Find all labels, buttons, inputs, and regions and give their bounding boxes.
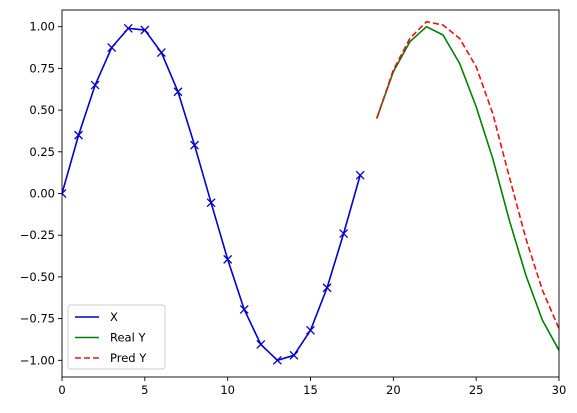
y-tick-label: −0.75 <box>20 312 55 326</box>
data-point-x <box>322 283 332 293</box>
y-tick-label: 0.25 <box>29 145 55 159</box>
data-point-x <box>256 340 266 349</box>
data-point-x <box>107 43 117 52</box>
y-tick-label: −0.25 <box>20 228 55 242</box>
x-tick-label: 5 <box>141 383 148 397</box>
data-point-x <box>190 140 199 150</box>
x-tick-label: 0 <box>58 383 65 397</box>
data-point-x <box>156 48 166 57</box>
series-group <box>62 20 559 365</box>
y-tick-label: 0.00 <box>29 187 55 201</box>
x-tick-label: 25 <box>469 383 484 397</box>
data-point-x <box>74 130 84 140</box>
legend-label-pred-y: Pred Y <box>110 351 147 365</box>
series-line-pred-y <box>376 20 559 329</box>
data-point-x <box>140 25 150 35</box>
x-tick-label: 10 <box>220 383 235 397</box>
data-point-x <box>123 23 133 33</box>
x-tick-label: 20 <box>386 383 401 397</box>
data-point-x <box>355 170 365 180</box>
data-point-x <box>239 304 249 314</box>
x-tick-label: 15 <box>303 383 318 397</box>
data-point-x <box>173 87 183 97</box>
y-tick-label: 1.00 <box>29 20 55 34</box>
data-point-x <box>62 189 67 198</box>
y-tick-label: 0.75 <box>29 61 55 75</box>
x-tick-label: 30 <box>552 383 567 397</box>
axes: 0 5 10 15 20 25 30 −1.00 −0.75 −0.50 −0.25 0.00 0.25… <box>20 9 567 397</box>
y-tick-label: 0.50 <box>29 103 55 117</box>
data-point-x <box>206 198 216 208</box>
y-tick-label: −1.00 <box>20 353 55 367</box>
legend-label-real-y: Real Y <box>110 331 146 345</box>
legend-box <box>67 304 166 370</box>
legend-label-x: X <box>110 310 118 324</box>
data-point-x <box>289 350 299 360</box>
data-point-x <box>272 355 282 365</box>
data-point-x <box>339 229 349 238</box>
y-tick-label: −0.50 <box>20 270 55 284</box>
legend: X Real Y Pred Y <box>67 304 166 370</box>
plot-area <box>62 20 559 365</box>
data-point-x <box>223 254 233 264</box>
data-point-x <box>306 325 315 335</box>
data-point-x <box>90 80 100 90</box>
series-line-real-y <box>376 25 559 351</box>
